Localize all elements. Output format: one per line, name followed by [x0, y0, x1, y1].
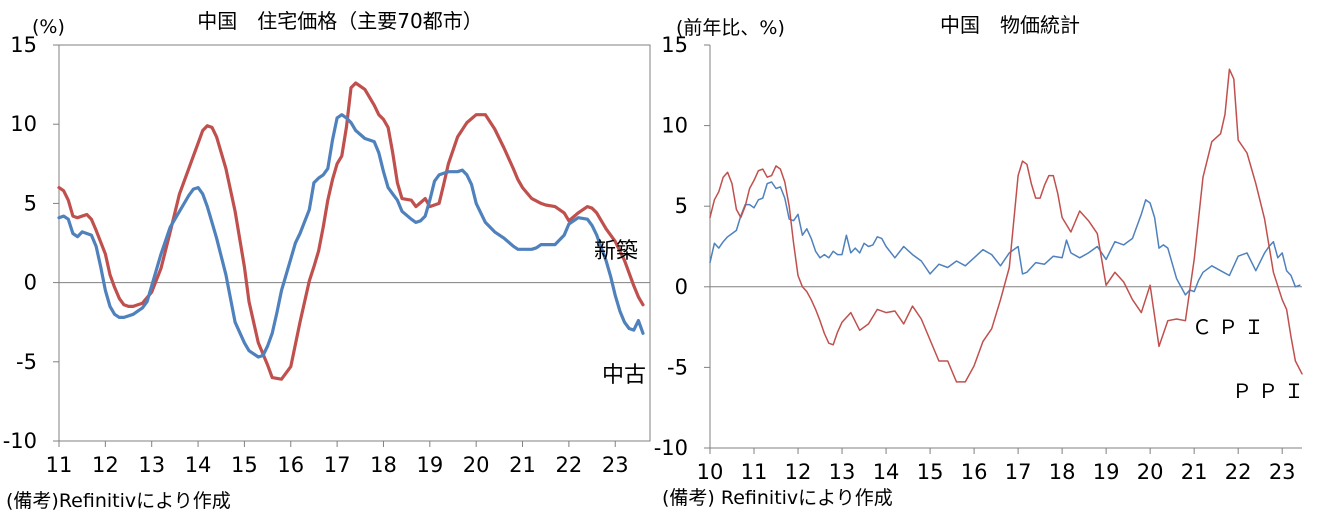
left-x-axis: 11 12 13 14 15 16 17 18 19 20 21 22 23 — [46, 440, 650, 477]
x-tick-label: 11 — [741, 460, 768, 484]
left-chart: 中国 住宅価格（主要70都市） (%) 15 10 5 0 -5 -10 11 12 13 14… — [3, 9, 651, 512]
x-tick-label: 23 — [602, 453, 629, 477]
x-tick-label: 12 — [92, 453, 119, 477]
y-tick-label: -5 — [667, 355, 688, 379]
series-line-a — [709, 181, 1301, 296]
left-series — [57, 81, 645, 381]
x-tick-label: 12 — [785, 460, 812, 484]
x-tick-label: 14 — [873, 460, 900, 484]
left-legend-used: 中古 — [602, 363, 646, 388]
x-tick-label: 21 — [1181, 460, 1208, 484]
x-tick-label: 22 — [1225, 460, 1252, 484]
series-line-a — [57, 81, 645, 381]
right-x-axis: 10 11 12 13 14 15 16 17 18 19 20 21 22 23 — [697, 447, 1302, 484]
left-legend-new: 新築 — [594, 239, 638, 264]
y-tick-label: -10 — [3, 429, 37, 453]
x-tick-label: 19 — [1093, 460, 1120, 484]
right-chart-title: 中国 物価統計 — [940, 13, 1080, 37]
y-tick-label: 0 — [675, 275, 688, 299]
x-tick-label: 22 — [556, 453, 583, 477]
left-source: (備考)Refinitivにより作成 — [6, 490, 231, 512]
x-tick-label: 13 — [138, 453, 165, 477]
x-tick-label: 16 — [277, 453, 304, 477]
x-tick-label: 21 — [509, 453, 536, 477]
x-tick-label: 20 — [1137, 460, 1164, 484]
right-y-unit: (前年比、%) — [676, 17, 785, 39]
left-y-axis: 15 10 5 0 -5 -10 — [3, 33, 59, 453]
right-legend-ppi: ＰＰＩ — [1232, 379, 1310, 403]
y-tick-label: 10 — [10, 112, 37, 136]
x-tick-label: 11 — [46, 453, 73, 477]
y-tick-label: 0 — [24, 271, 37, 295]
series-line-b — [57, 113, 645, 359]
x-tick-label: 14 — [185, 453, 212, 477]
x-tick-label: 18 — [1049, 460, 1076, 484]
y-tick-label: 5 — [675, 194, 688, 218]
x-tick-label: 20 — [463, 453, 490, 477]
left-chart-title: 中国 住宅価格（主要70都市） — [197, 9, 482, 33]
y-tick-label: 5 — [24, 191, 37, 215]
x-tick-label: 18 — [370, 453, 397, 477]
x-tick-label: 19 — [416, 453, 443, 477]
y-tick-label: -5 — [16, 350, 37, 374]
right-legend-cpi: ＣＰＩ — [1192, 315, 1270, 339]
x-tick-label: 17 — [1005, 460, 1032, 484]
y-tick-label: 10 — [661, 114, 688, 138]
left-y-unit: (%) — [32, 16, 65, 38]
y-tick-label: 15 — [10, 33, 37, 57]
x-tick-label: 17 — [324, 453, 351, 477]
right-source: (備考) Refinitivにより作成 — [662, 487, 893, 509]
series-line-b — [709, 68, 1303, 383]
right-series — [709, 68, 1303, 383]
x-tick-label: 15 — [917, 460, 944, 484]
left-plot-frame — [58, 44, 651, 442]
right-chart: 中国 物価統計 (前年比、%) 15 10 5 0 -5 -10 10 11 12 13 14 15… — [654, 13, 1310, 509]
right-y-axis: 15 10 5 0 -5 -10 — [654, 33, 710, 460]
y-tick-label: -10 — [654, 436, 688, 460]
x-tick-label: 13 — [829, 460, 856, 484]
x-tick-label: 15 — [231, 453, 258, 477]
x-tick-label: 23 — [1269, 460, 1296, 484]
y-tick-label: 15 — [661, 33, 688, 57]
x-tick-label: 16 — [961, 460, 988, 484]
x-tick-label: 10 — [697, 460, 724, 484]
